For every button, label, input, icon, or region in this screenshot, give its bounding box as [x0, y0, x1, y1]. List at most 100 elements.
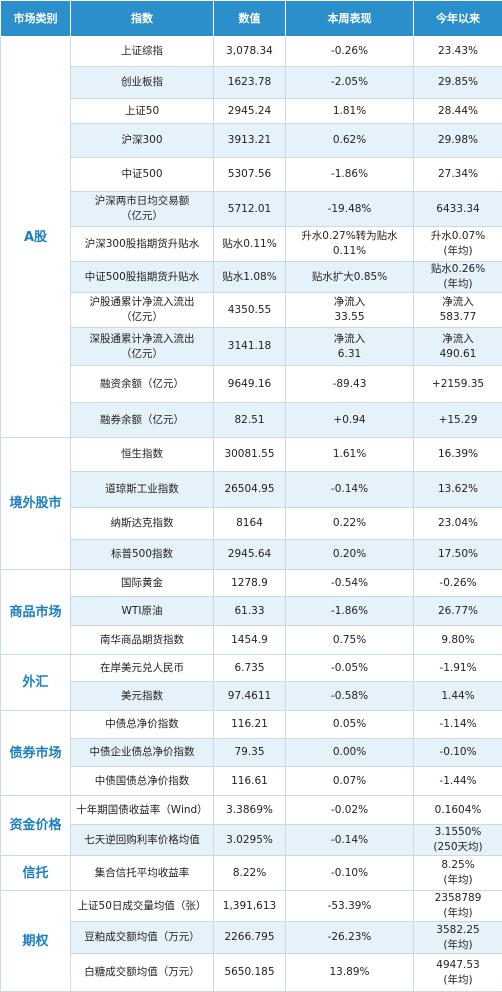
data-cell: 1.44% [414, 682, 502, 711]
data-cell: 沪深300 [71, 124, 214, 158]
table-row: 沪深两市日均交易额 （亿元）5712.01-19.48%6433.34 [1, 192, 502, 227]
header-cell: 市场类别 [1, 1, 71, 37]
data-cell: 82.51 [214, 403, 286, 438]
data-cell: -26.23% [286, 922, 414, 954]
data-cell: 116.61 [214, 767, 286, 796]
data-cell: -1.86% [286, 158, 414, 192]
table-row: 中证500股指期货升贴水贴水1.08%贴水扩大0.85%贴水0.26% (年均) [1, 262, 502, 293]
data-cell: 恒生指数 [71, 438, 214, 472]
data-cell: WTI原油 [71, 597, 214, 626]
table-row: 融资余额（亿元）9649.16-89.43+2159.35 [1, 366, 502, 403]
data-cell: 上证50 [71, 99, 214, 124]
data-cell: 28.44% [414, 99, 502, 124]
data-cell: -0.14% [286, 825, 414, 856]
category-cell: 外汇 [1, 655, 71, 711]
data-cell: 沪深300股指期货升贴水 [71, 227, 214, 262]
data-cell: 2945.24 [214, 99, 286, 124]
data-cell: 8164 [214, 508, 286, 540]
data-cell: 3582.25 (年均) [414, 922, 502, 954]
data-cell: 中债国债总净价指数 [71, 767, 214, 796]
data-cell: -2.05% [286, 67, 414, 99]
data-cell: 1,391,613 [214, 891, 286, 922]
data-cell: 9649.16 [214, 366, 286, 403]
data-cell: -1.44% [414, 767, 502, 796]
data-cell: 1.81% [286, 99, 414, 124]
data-cell: 1.61% [286, 438, 414, 472]
category-cell: A股 [1, 37, 71, 438]
data-cell: 1454.9 [214, 626, 286, 655]
data-cell: 沪深两市日均交易额 （亿元） [71, 192, 214, 227]
data-cell: 贴水0.26% (年均) [414, 262, 502, 293]
data-cell: 27.34% [414, 158, 502, 192]
data-cell: 创业板指 [71, 67, 214, 99]
data-cell: -1.86% [286, 597, 414, 626]
data-cell: 5307.56 [214, 158, 286, 192]
data-cell: 净流入 6.31 [286, 328, 414, 366]
data-cell: 净流入 490.61 [414, 328, 502, 366]
data-cell: 1623.78 [214, 67, 286, 99]
data-cell: 8.22% [214, 856, 286, 891]
data-cell: 29.98% [414, 124, 502, 158]
data-cell: 净流入 583.77 [414, 293, 502, 328]
data-cell: 1278.9 [214, 570, 286, 597]
data-cell: -0.54% [286, 570, 414, 597]
data-cell: 0.1604% [414, 796, 502, 825]
data-cell: -0.14% [286, 472, 414, 508]
data-cell: 深股通累计净流入流出 （亿元） [71, 328, 214, 366]
data-cell: 贴水扩大0.85% [286, 262, 414, 293]
data-cell: 0.22% [286, 508, 414, 540]
data-cell: 4350.55 [214, 293, 286, 328]
header-cell: 今年以来 [414, 1, 502, 37]
data-cell: 上证50日成交量均值（张） [71, 891, 214, 922]
data-cell: 6.735 [214, 655, 286, 682]
data-cell: 道琼斯工业指数 [71, 472, 214, 508]
data-cell: 贴水1.08% [214, 262, 286, 293]
table-row: 资金价格十年期国债收益率（Wind）3.3869%-0.02%0.1604% [1, 796, 502, 825]
data-cell: -0.26% [414, 570, 502, 597]
data-cell: -53.39% [286, 891, 414, 922]
data-cell: 0.00% [286, 739, 414, 767]
data-cell: 13.62% [414, 472, 502, 508]
data-cell: 3,078.34 [214, 37, 286, 67]
data-cell: 纳斯达克指数 [71, 508, 214, 540]
data-cell: 0.05% [286, 711, 414, 739]
data-cell: 南华商品期货指数 [71, 626, 214, 655]
data-cell: 升水0.27%转为贴水 0.11% [286, 227, 414, 262]
header-row: 市场类别指数数值本周表现今年以来 [1, 1, 502, 37]
data-cell: +2159.35 [414, 366, 502, 403]
data-cell: 116.21 [214, 711, 286, 739]
data-cell: 国际黄金 [71, 570, 214, 597]
data-cell: 沪股通累计净流入流出 （亿元） [71, 293, 214, 328]
data-cell: 5712.01 [214, 192, 286, 227]
category-cell: 资金价格 [1, 796, 71, 856]
data-cell: 3.1550% (250天均) [414, 825, 502, 856]
data-cell: 23.04% [414, 508, 502, 540]
data-cell: -1.14% [414, 711, 502, 739]
data-cell: 16.39% [414, 438, 502, 472]
data-cell: 3.3869% [214, 796, 286, 825]
data-cell: 26.77% [414, 597, 502, 626]
data-cell: 中证500股指期货升贴水 [71, 262, 214, 293]
data-cell: 集合信托平均收益率 [71, 856, 214, 891]
data-cell: -0.10% [286, 856, 414, 891]
data-cell: 8.25% (年均) [414, 856, 502, 891]
data-cell: 17.50% [414, 540, 502, 570]
data-cell: 中证500 [71, 158, 214, 192]
data-cell: 七天逆回购利率价格均值 [71, 825, 214, 856]
table-row: 豆粕成交额均值（万元）2266.795-26.23%3582.25 (年均) [1, 922, 502, 954]
data-cell: 61.33 [214, 597, 286, 626]
